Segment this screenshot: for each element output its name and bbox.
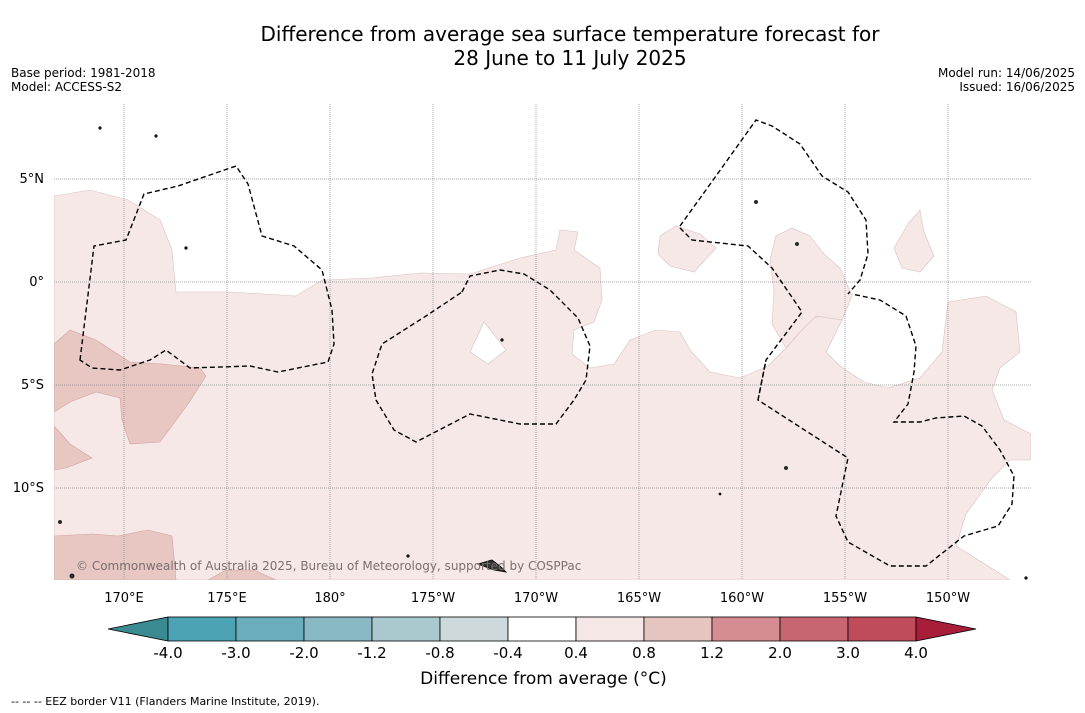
anomaly-region-medium-3 <box>54 529 177 580</box>
island-10 <box>98 126 102 130</box>
copyright-notice: © Commonwealth of Australia 2025, Bureau… <box>76 559 581 573</box>
anomaly-region-medium-2 <box>54 425 93 471</box>
cb-tick-11: 3.0 <box>836 644 860 662</box>
lon-label-180: 180° <box>314 591 345 606</box>
cb-tick-12: 4.0 <box>904 644 928 662</box>
eez-borders <box>79 119 1015 567</box>
colorbar-segment-6 <box>507 616 577 642</box>
island-7 <box>500 338 504 342</box>
island-2 <box>58 520 62 524</box>
colorbar-arrow-low <box>107 616 169 642</box>
island-8 <box>184 246 188 250</box>
island-13 <box>1024 576 1028 580</box>
island-5 <box>795 242 799 246</box>
colorbar-segment-9 <box>711 616 781 642</box>
lon-label-170e: 170°E <box>104 591 144 606</box>
island-3 <box>69 573 75 579</box>
cb-tick-8: 0.8 <box>632 644 656 662</box>
colorbar-segment-1 <box>167 616 237 642</box>
latitude-labels: 5°N 0° 5°S 10°S <box>13 172 44 496</box>
title-line-2: 28 June to 11 July 2025 <box>453 46 687 70</box>
colorbar-segment-2 <box>235 616 305 642</box>
anomaly-region-medium-4 <box>207 569 277 580</box>
lon-label-150w: 150°W <box>926 591 970 606</box>
longitude-labels: 170°E 175°E 180° 175°W 170°W 165°W 160°W… <box>104 591 970 606</box>
title-line-1: Difference from average sea surface temp… <box>260 22 880 46</box>
colorbar-segment-8 <box>643 616 713 642</box>
lon-label-165w: 165°W <box>617 591 661 606</box>
colorbar <box>107 616 977 642</box>
island-1 <box>476 559 508 573</box>
cb-tick-7: 0.4 <box>564 644 588 662</box>
colorbar-title: Difference from average (°C) <box>420 669 667 689</box>
lon-label-155w: 155°W <box>823 591 867 606</box>
gridlines <box>54 104 1031 580</box>
lon-label-160w: 160°W <box>720 591 764 606</box>
colorbar-segment-5 <box>439 616 509 642</box>
eez-border-line-islands-mid <box>679 227 1015 567</box>
issued-date: Issued: 16/06/2025 <box>959 80 1075 94</box>
lat-label-5n: 5°N <box>20 172 45 187</box>
cb-tick-2: -3.0 <box>221 644 250 662</box>
anomaly-hole-1 <box>469 321 507 365</box>
eez-legend-note: -- -- -- EEZ border V11 (Flanders Marine… <box>11 695 320 708</box>
base-info: Base period: 1981-2018 Model: ACCESS-S2 <box>11 66 156 94</box>
colorbar-ticks: -4.0 -3.0 -2.0 -1.2 -0.8 -0.4 0.4 0.8 1.… <box>153 644 928 662</box>
island-6 <box>784 466 788 470</box>
colorbar-segment-4 <box>371 616 441 642</box>
eez-border-kiribati-gilbert <box>79 165 335 373</box>
lat-label-10s: 10°S <box>13 481 44 496</box>
eez-border-phoenix <box>371 269 591 443</box>
anomaly-patch-1 <box>657 225 717 273</box>
colorbar-segment-11 <box>847 616 917 642</box>
island-4 <box>754 200 758 204</box>
run-info: Model run: 14/06/2025 Issued: 16/06/2025 <box>938 66 1075 94</box>
eez-border-line-islands-north <box>679 119 869 295</box>
cb-tick-3: -2.0 <box>289 644 318 662</box>
lon-label-175e: 175°E <box>207 591 247 606</box>
lat-label-5s: 5°S <box>21 378 44 393</box>
map-title: Difference from average sea surface temp… <box>0 22 1085 70</box>
cb-tick-4: -1.2 <box>357 644 386 662</box>
cb-tick-1: -4.0 <box>153 644 182 662</box>
cb-tick-10: 2.0 <box>768 644 792 662</box>
island-11 <box>406 554 410 558</box>
colorbar-segment-7 <box>575 616 645 642</box>
eez-border-line-islands-south <box>757 359 767 401</box>
anomaly-patch-2 <box>769 227 853 349</box>
model-run-date: Model run: 14/06/2025 <box>937 66 1075 80</box>
cb-tick-5: -0.8 <box>425 644 454 662</box>
colorbar-segment-10 <box>779 616 849 642</box>
lon-label-175w: 175°W <box>411 591 455 606</box>
anomaly-patch-3 <box>893 209 935 273</box>
lon-label-170w: 170°W <box>514 591 558 606</box>
island-9 <box>154 134 158 138</box>
colorbar-segment-3 <box>303 616 373 642</box>
lat-label-0: 0° <box>29 275 44 290</box>
islands <box>58 126 1028 580</box>
model-name: Model: ACCESS-S2 <box>11 80 123 94</box>
base-period: Base period: 1981-2018 <box>11 66 156 80</box>
colorbar-arrow-high <box>915 616 977 642</box>
map-area: © Commonwealth of Australia 2025, Bureau… <box>54 104 1031 580</box>
cb-tick-9: 1.2 <box>700 644 724 662</box>
island-12 <box>718 492 722 496</box>
cb-tick-6: -0.4 <box>493 644 522 662</box>
anomaly-region-medium-1 <box>54 329 207 445</box>
